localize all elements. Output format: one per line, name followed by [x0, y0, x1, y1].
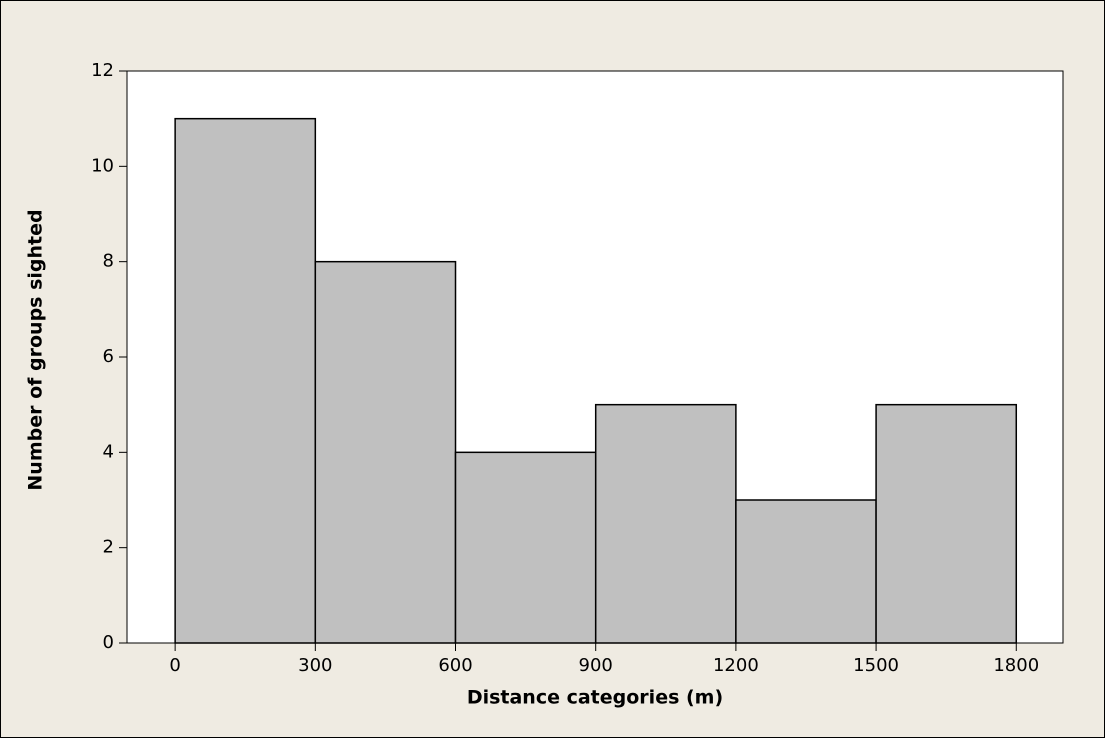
bar: [174, 117, 317, 644]
bar: [594, 403, 737, 644]
bar: [454, 451, 597, 644]
bar: [875, 403, 1018, 644]
x-tick-label: 1500: [853, 655, 899, 676]
x-tick-label: 0: [169, 655, 180, 676]
x-tick-label: 1200: [713, 655, 759, 676]
y-tick-label: 8: [103, 251, 114, 272]
bar: [314, 260, 457, 644]
y-tick-label: 12: [91, 60, 114, 81]
x-tick-label: 300: [298, 655, 332, 676]
bar: [735, 499, 877, 644]
y-tick-label: 6: [103, 346, 114, 367]
x-tick-label: 900: [579, 655, 613, 676]
y-tick-label: 2: [103, 537, 114, 558]
x-tick-label: 1800: [993, 655, 1039, 676]
y-tick-label: 0: [103, 632, 114, 653]
y-axis-title: Number of groups sighted: [25, 209, 47, 490]
x-axis-title: Distance categories (m): [467, 687, 723, 709]
y-tick-label: 10: [91, 155, 114, 176]
x-tick-label: 600: [438, 655, 472, 676]
y-tick-label: 4: [103, 441, 114, 462]
